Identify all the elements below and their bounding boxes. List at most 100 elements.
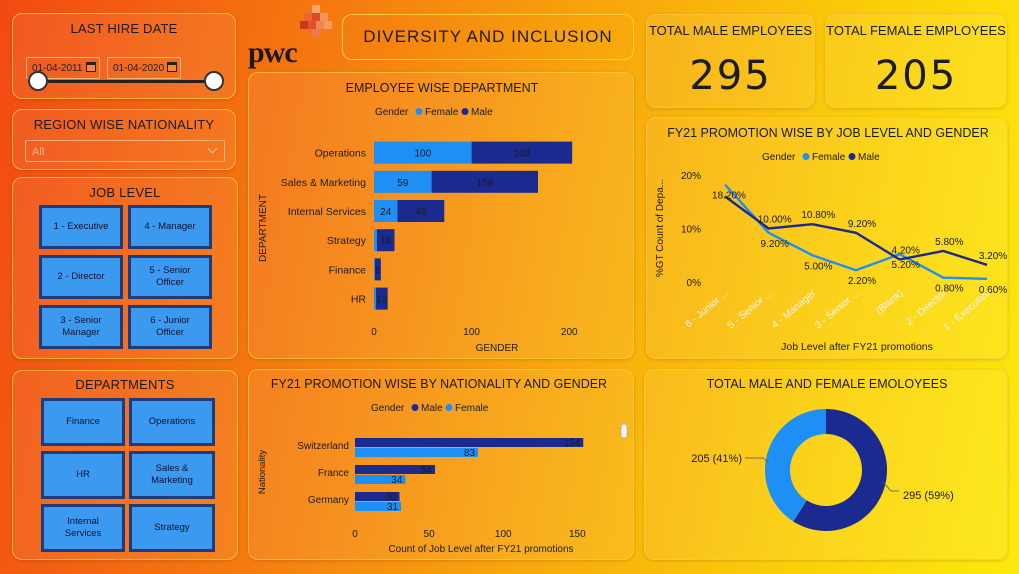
x-tick-label: 100 <box>463 327 480 338</box>
tile-label: 3 - Senior Manager <box>60 315 102 338</box>
end-date-input[interactable]: 01-04-2020 <box>107 57 181 79</box>
job-level-tile-junior-officer[interactable]: 6 - Junior Officer <box>128 305 212 349</box>
legend-title: Gender <box>762 152 796 163</box>
department-tile-finance[interactable]: Finance <box>41 398 125 446</box>
legend-label-male: Male <box>471 107 493 118</box>
job-level-tile-senior-officer[interactable]: 5 - Senior Officer <box>128 255 212 299</box>
job-level-tile-executive[interactable]: 1 - Executive <box>39 205 123 249</box>
data-label: 18.20% <box>712 191 746 202</box>
data-label: 18 <box>380 236 392 247</box>
gender-donut-chart: TOTAL MALE AND FEMALE EMOLOYEES 205 (41%)… <box>691 377 954 531</box>
female-kpi-card: TOTAL FEMALE EMPLOYEES 205 <box>825 14 1007 108</box>
bar-female <box>374 170 432 193</box>
bar-female <box>355 502 401 511</box>
promotion-job-level-chart: FY21 PROMOTION WISE BY JOB LEVEL AND GEN… <box>655 126 1007 353</box>
x-tick-label: 0 <box>371 327 377 338</box>
legend-label-female: Female <box>812 152 846 163</box>
legend-label-male: Male <box>421 403 443 414</box>
last-hire-date-panel: LAST HIRE DATE 01-04-2011 01-04-2020 <box>12 13 236 99</box>
donut-slice-female <box>765 409 826 522</box>
start-date-value: 01-04-2011 <box>32 63 83 74</box>
bar-male <box>375 287 388 310</box>
pwc-logo-mark <box>300 5 332 37</box>
scrollbar-thumb[interactable] <box>620 423 628 439</box>
bar-female <box>374 229 377 252</box>
date-slider-start-handle[interactable] <box>28 71 48 91</box>
data-label: 83 <box>464 448 476 459</box>
y-axis-label: %GT Count of Depa... <box>655 179 666 277</box>
chart-title: TOTAL MALE AND FEMALE EMOLOYEES <box>707 377 948 391</box>
department-tile-hr[interactable]: HR <box>41 451 125 499</box>
calendar-icon[interactable] <box>167 62 177 72</box>
y-tick-label: 0% <box>687 278 702 289</box>
data-label: 10.00% <box>758 215 792 226</box>
x-tick-label: 4 - Manager <box>770 287 819 331</box>
legend-marker-female <box>415 108 423 115</box>
chevron-down-icon[interactable] <box>207 143 218 154</box>
dashboard-title: DIVERSITY AND INCLUSION <box>342 14 634 60</box>
data-label: 3.20% <box>979 251 1007 262</box>
data-label: 6 <box>375 265 381 276</box>
calendar-icon[interactable] <box>86 62 96 72</box>
x-tick-label: 0 <box>352 529 358 540</box>
date-slider-end-handle[interactable] <box>204 71 224 91</box>
job-level-tile-senior-manager[interactable]: 3 - Senior Manager <box>39 305 123 349</box>
x-tick-label: 5 - Senior ... <box>726 288 775 331</box>
data-label: 31 <box>387 502 399 513</box>
x-axis-label: Count of Job Level after FY21 promotions <box>388 544 573 555</box>
legend-title: Gender <box>371 403 405 414</box>
department-tile-strategy[interactable]: Strategy <box>129 504 215 552</box>
tile-label: 5 - Senior Officer <box>149 265 191 288</box>
job-level-tile-manager[interactable]: 4 - Manager <box>128 205 212 249</box>
promotion-nationality-chart-panel: FY21 PROMOTION WISE BY NATIONALITY AND G… <box>248 369 634 560</box>
female-kpi-value: 205 <box>874 53 958 99</box>
category-label: Switzerland <box>297 441 349 452</box>
region-nationality-title: REGION WISE NATIONALITY <box>33 117 215 132</box>
data-label: 5.80% <box>935 237 963 248</box>
department-tile-operations[interactable]: Operations <box>129 398 215 446</box>
bar-male <box>376 229 395 252</box>
legend-marker-male <box>848 153 856 160</box>
bar-female <box>374 287 376 310</box>
bar-male <box>374 258 381 281</box>
data-label: 9.20% <box>848 219 876 230</box>
x-tick-label: 100 <box>495 529 512 540</box>
chart-title: FY21 PROMOTION WISE BY JOB LEVEL AND GEN… <box>667 126 989 140</box>
bar-male <box>355 492 400 501</box>
data-label: 103 <box>514 149 531 160</box>
nationality-dropdown[interactable]: All <box>25 140 225 162</box>
category-label: Finance <box>329 264 367 276</box>
category-label: Sales & Marketing <box>281 177 366 189</box>
male-kpi-card: TOTAL MALE EMPLOYEES 295 <box>646 14 815 108</box>
promotion-job-level-chart-panel: FY21 PROMOTION WISE BY JOB LEVEL AND GEN… <box>646 117 1008 359</box>
tile-label: HR <box>76 469 90 480</box>
job-level-tile-director[interactable]: 2 - Director <box>39 255 123 299</box>
bar-female <box>355 448 479 457</box>
male-kpi-title: TOTAL MALE EMPLOYEES <box>648 23 813 38</box>
dropdown-selected-value: All <box>32 146 45 158</box>
x-axis-label: Job Level after FY21 promotions <box>781 341 933 353</box>
x-axis-label: GENDER <box>476 343 519 354</box>
tile-label: Strategy <box>154 522 190 533</box>
data-label: 154 <box>564 438 581 449</box>
legend-marker-female <box>445 404 453 411</box>
y-axis-label: DEPARTMENT <box>258 194 269 262</box>
bar-female <box>374 141 472 164</box>
legend-label-female: Female <box>455 403 489 414</box>
line-female <box>724 183 988 280</box>
start-date-input[interactable]: 01-04-2011 <box>26 57 100 79</box>
department-tile-internal-services[interactable]: Internal Services <box>41 504 125 552</box>
category-label: Operations <box>315 148 366 160</box>
bar-female <box>374 258 375 281</box>
category-label: Internal Services <box>288 206 366 218</box>
date-slider-track[interactable] <box>38 80 214 83</box>
tile-label: 1 - Executive <box>53 221 109 232</box>
category-label: France <box>318 468 350 479</box>
bar-male <box>471 141 573 164</box>
department-tile-sales-marketing[interactable]: Sales & Marketing <box>129 451 215 499</box>
bar-female <box>374 200 398 222</box>
data-label: 5.00% <box>804 261 832 272</box>
gender-donut-chart-panel: TOTAL MALE AND FEMALE EMOLOYEES 205 (41%)… <box>644 369 1008 560</box>
data-label: 34 <box>391 475 403 486</box>
category-label: Strategy <box>327 235 367 247</box>
